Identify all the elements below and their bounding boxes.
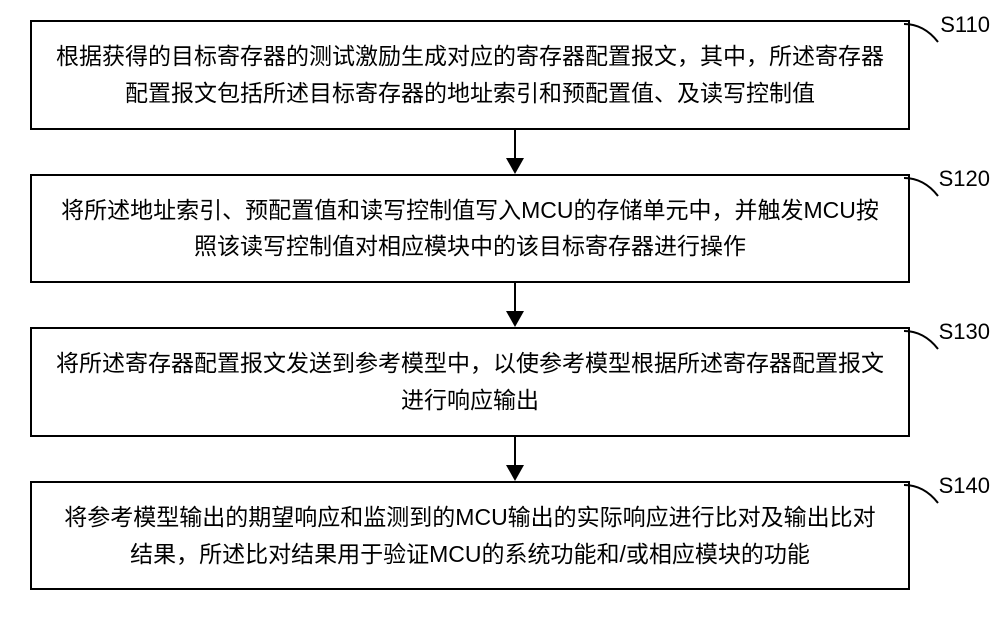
step-label-1: S110 <box>940 12 990 38</box>
arrow-3 <box>60 437 970 481</box>
step-container-4: 将参考模型输出的期望响应和监测到的MCU输出的实际响应进行比对及输出比对结果，所… <box>0 481 1000 591</box>
step-box-3: 将所述寄存器配置报文发送到参考模型中，以使参考模型根据所述寄存器配置报文进行响应… <box>30 327 910 437</box>
arrow-1 <box>60 130 970 174</box>
step-container-3: 将所述寄存器配置报文发送到参考模型中，以使参考模型根据所述寄存器配置报文进行响应… <box>0 327 1000 437</box>
label-curve-4 <box>904 483 942 507</box>
arrow-head-2 <box>506 311 524 327</box>
step-label-4: S140 <box>939 473 990 499</box>
step-text-3: 将所述寄存器配置报文发送到参考模型中，以使参考模型根据所述寄存器配置报文进行响应… <box>56 350 884 413</box>
arrow-head-1 <box>506 158 524 174</box>
step-box-2: 将所述地址索引、预配置值和读写控制值写入MCU的存储单元中，并触发MCU按照该读… <box>30 174 910 284</box>
label-curve-3 <box>904 329 942 353</box>
step-text-2: 将所述地址索引、预配置值和读写控制值写入MCU的存储单元中，并触发MCU按照该读… <box>61 197 879 260</box>
label-curve-1 <box>904 22 942 46</box>
step-label-2: S120 <box>939 166 990 192</box>
flowchart-container: 根据获得的目标寄存器的测试激励生成对应的寄存器配置报文，其中，所述寄存器配置报文… <box>0 20 1000 590</box>
step-box-1: 根据获得的目标寄存器的测试激励生成对应的寄存器配置报文，其中，所述寄存器配置报文… <box>30 20 910 130</box>
step-box-4: 将参考模型输出的期望响应和监测到的MCU输出的实际响应进行比对及输出比对结果，所… <box>30 481 910 591</box>
step-container-1: 根据获得的目标寄存器的测试激励生成对应的寄存器配置报文，其中，所述寄存器配置报文… <box>0 20 1000 130</box>
step-text-4: 将参考模型输出的期望响应和监测到的MCU输出的实际响应进行比对及输出比对结果，所… <box>64 504 875 567</box>
arrow-2 <box>60 283 970 327</box>
step-container-2: 将所述地址索引、预配置值和读写控制值写入MCU的存储单元中，并触发MCU按照该读… <box>0 174 1000 284</box>
step-text-1: 根据获得的目标寄存器的测试激励生成对应的寄存器配置报文，其中，所述寄存器配置报文… <box>56 43 884 106</box>
step-label-3: S130 <box>939 319 990 345</box>
arrow-head-3 <box>506 465 524 481</box>
label-curve-2 <box>904 176 942 200</box>
